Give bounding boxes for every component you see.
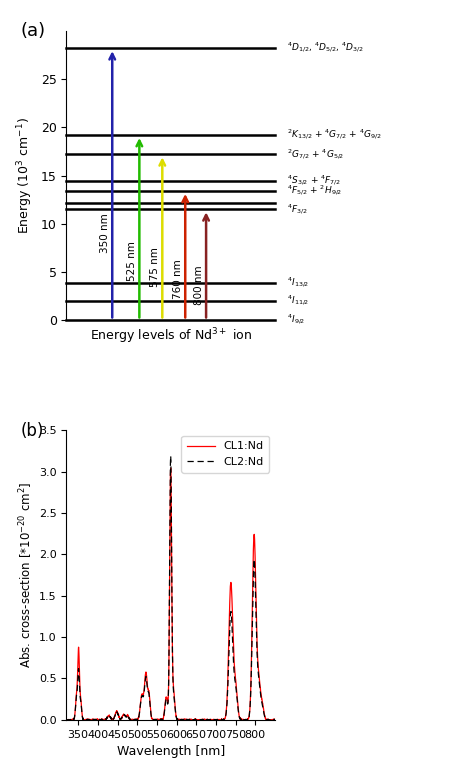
CL2:Nd (168, 451, 173, 461)
Text: 575 nm: 575 nm (150, 248, 160, 287)
Text: $^4F_{3/2}$: $^4F_{3/2}$ (287, 202, 308, 217)
Text: (a): (a) (20, 22, 46, 40)
Text: $^4F_{5/2}$ + $^2H_{9/2}$: $^4F_{5/2}$ + $^2H_{9/2}$ (287, 184, 343, 198)
Text: $^4S_{3/2}$ + $^4F_{7/2}$: $^4S_{3/2}$ + $^4F_{7/2}$ (287, 173, 342, 187)
CL1:Nd (157, 715, 163, 724)
CL2:Nd (112, 711, 118, 721)
CL2:Nd (272, 715, 278, 724)
CL1:Nd (142, 673, 148, 683)
Text: $^4I_{13/2}$: $^4I_{13/2}$ (287, 276, 310, 290)
Text: 800 nm: 800 nm (194, 265, 204, 305)
CL1:Nd (64, 715, 70, 724)
CL2:Nd (142, 677, 148, 687)
Y-axis label: Abs. cross-section [*10$^{-20}$ cm$^2$]: Abs. cross-section [*10$^{-20}$ cm$^2$] (17, 482, 35, 668)
CL1:Nd (271, 715, 276, 724)
CL1:Nd (113, 708, 119, 717)
Line: CL2:Nd: CL2:Nd (66, 456, 275, 720)
Text: (b): (b) (20, 422, 44, 440)
CL2:Nd (114, 707, 120, 717)
CL2:Nd (113, 709, 119, 718)
X-axis label: Wavelength [nm]: Wavelength [nm] (117, 745, 225, 758)
CL1:Nd (112, 711, 118, 721)
CL2:Nd (64, 715, 70, 724)
Y-axis label: Energy (10$^3$ cm$^{-1}$): Energy (10$^3$ cm$^{-1}$) (16, 117, 35, 235)
X-axis label: Energy levels of Nd$^{3+}$ ion: Energy levels of Nd$^{3+}$ ion (90, 326, 252, 345)
Text: $^4I_{11/2}$: $^4I_{11/2}$ (287, 294, 310, 308)
Text: $^2G_{7/2}$ + $^4G_{5/2}$: $^2G_{7/2}$ + $^4G_{5/2}$ (287, 147, 345, 162)
Text: $^2K_{13/2}$ + $^4G_{7/2}$ + $^4G_{9/2}$: $^2K_{13/2}$ + $^4G_{7/2}$ + $^4G_{9/2}$ (287, 128, 383, 142)
CL1:Nd (272, 715, 278, 724)
Line: CL1:Nd: CL1:Nd (66, 468, 275, 720)
CL1:Nd (114, 707, 120, 716)
Text: $^4I_{9/2}$: $^4I_{9/2}$ (287, 313, 306, 327)
Text: 525 nm: 525 nm (127, 241, 137, 281)
CL1:Nd (64, 714, 69, 724)
Text: 350 nm: 350 nm (100, 214, 110, 253)
CL2:Nd (157, 715, 163, 724)
CL1:Nd (168, 464, 173, 473)
CL2:Nd (271, 715, 276, 724)
Legend: CL1:Nd, CL2:Nd: CL1:Nd, CL2:Nd (182, 436, 269, 473)
Text: $^4D_{1/2}$, $^4D_{5/2}$, $^4D_{3/2}$: $^4D_{1/2}$, $^4D_{5/2}$, $^4D_{3/2}$ (287, 41, 364, 56)
CL2:Nd (64, 715, 69, 724)
Text: 760 nm: 760 nm (173, 259, 183, 299)
